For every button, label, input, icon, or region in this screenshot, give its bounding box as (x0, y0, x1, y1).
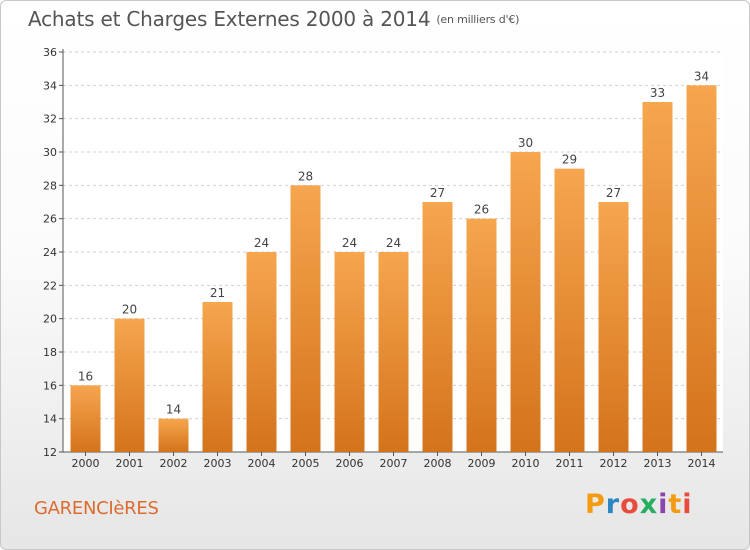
y-tick-label: 16 (43, 379, 57, 392)
x-tick-label: 2011 (556, 457, 584, 470)
data-label: 16 (78, 369, 93, 383)
data-label: 14 (166, 403, 181, 417)
bar (422, 202, 453, 452)
y-tick-label: 30 (43, 146, 57, 159)
bar (334, 252, 365, 452)
chart-title-text: Achats et Charges Externes 2000 à 2014 (28, 7, 431, 31)
data-label: 24 (254, 236, 269, 250)
x-tick-label: 2014 (688, 457, 716, 470)
y-tick-label: 14 (43, 413, 57, 426)
data-label: 24 (342, 236, 357, 250)
data-label: 29 (562, 153, 577, 167)
x-tick-label: 2001 (116, 457, 144, 470)
x-tick-label: 2009 (468, 457, 496, 470)
data-label: 30 (518, 136, 533, 150)
x-tick-label: 2013 (644, 457, 672, 470)
data-label: 24 (386, 236, 401, 250)
bar (70, 385, 101, 452)
logo-letter: i (658, 489, 669, 520)
x-tick-label: 2000 (72, 457, 100, 470)
logo-letter: t (668, 489, 683, 520)
y-tick-label: 32 (43, 113, 57, 126)
x-tick-label: 2010 (512, 457, 540, 470)
y-tick-label: 22 (43, 279, 57, 292)
bar (510, 152, 541, 452)
logo-letter: o (620, 489, 640, 520)
y-tick-label: 36 (43, 46, 57, 59)
x-tick-label: 2005 (292, 457, 320, 470)
proxiti-logo: Proxiti (585, 489, 693, 520)
data-label: 27 (430, 186, 445, 200)
bar (466, 218, 497, 452)
y-tick-label: 12 (43, 446, 57, 459)
data-label: 33 (650, 86, 665, 100)
logo-letter: x (639, 489, 659, 520)
x-tick-label: 2004 (248, 457, 276, 470)
y-tick-label: 18 (43, 346, 57, 359)
bar (598, 202, 629, 452)
data-label: 21 (210, 286, 225, 300)
y-tick-label: 28 (43, 179, 57, 192)
chart-subtitle: (en milliers d'€) (436, 13, 520, 26)
bar (290, 185, 321, 453)
bar (642, 102, 673, 452)
y-tick-label: 26 (43, 213, 57, 226)
y-tick-label: 34 (43, 79, 57, 92)
x-tick-label: 2007 (380, 457, 408, 470)
logo-letter: r (605, 489, 621, 520)
x-tick-label: 2008 (424, 457, 452, 470)
x-tick-label: 2012 (600, 457, 628, 470)
location-label: GARENCIèRES (34, 498, 159, 519)
data-label: 20 (122, 303, 137, 317)
chart-title: Achats et Charges Externes 2000 à 2014 (e… (28, 7, 519, 31)
bar (686, 85, 717, 452)
logo-letter: P (585, 489, 606, 520)
y-tick-label: 24 (43, 246, 57, 259)
data-label: 34 (694, 69, 709, 83)
bar (554, 168, 585, 452)
x-tick-label: 2006 (336, 457, 364, 470)
data-label: 27 (606, 186, 621, 200)
logo-letter: i (682, 489, 693, 520)
x-tick-label: 2002 (160, 457, 188, 470)
bar (158, 418, 189, 452)
bar (378, 252, 409, 452)
bar (114, 318, 145, 452)
bar (202, 302, 233, 452)
bar (246, 252, 277, 452)
data-label: 28 (298, 169, 313, 183)
y-tick-label: 20 (43, 313, 57, 326)
data-label: 26 (474, 203, 489, 217)
x-tick-label: 2003 (204, 457, 232, 470)
